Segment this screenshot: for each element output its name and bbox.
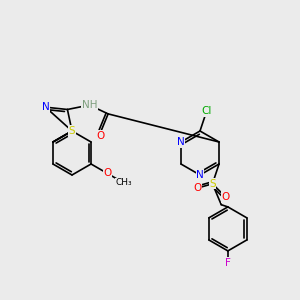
Text: NH: NH [82,100,97,110]
Text: N: N [42,102,50,112]
Text: O: O [103,168,111,178]
Text: S: S [209,179,216,189]
Text: Cl: Cl [201,106,212,116]
Text: F: F [225,258,231,268]
Text: S: S [69,126,75,136]
Text: N: N [177,137,185,147]
Text: O: O [193,183,201,193]
Text: O: O [96,130,105,141]
Text: O: O [221,192,230,202]
Text: CH₃: CH₃ [115,178,132,187]
Text: N: N [196,170,204,180]
